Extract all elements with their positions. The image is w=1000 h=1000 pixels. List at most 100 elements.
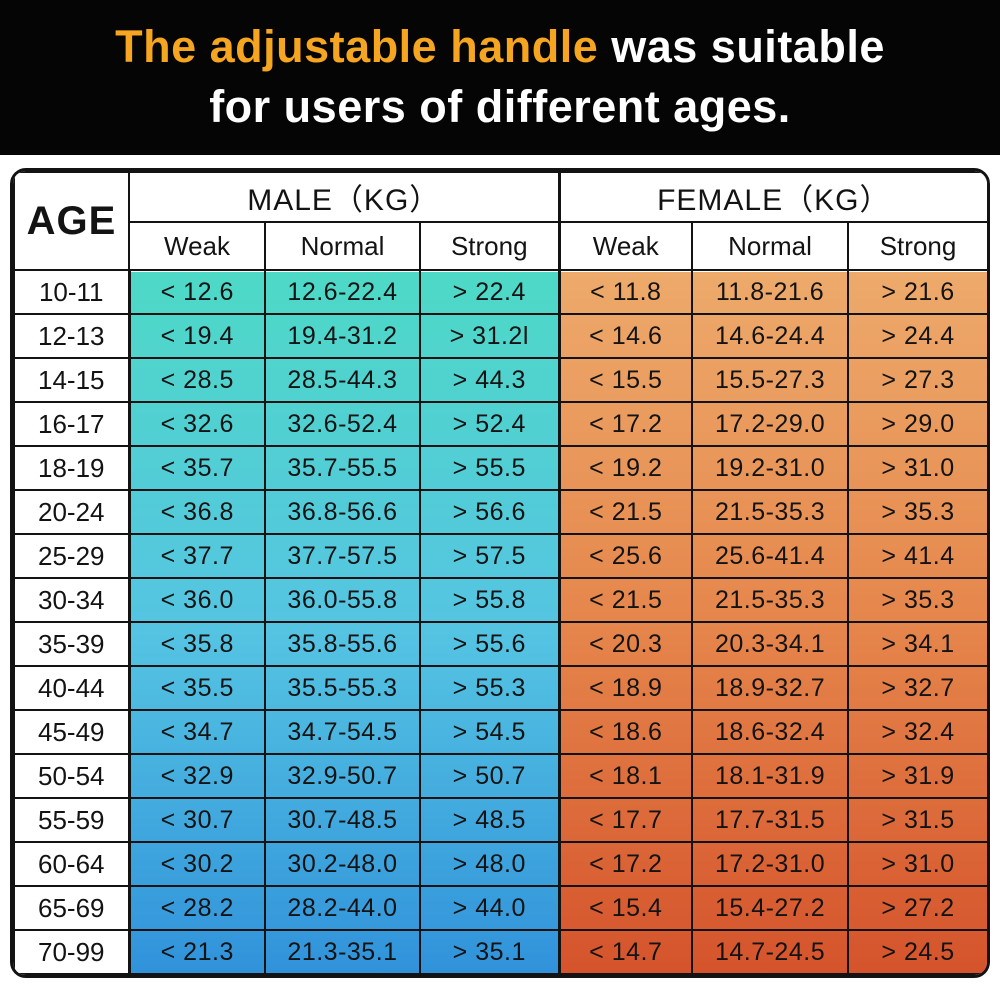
female-value-cell: < 14.6 [557, 313, 694, 359]
female-value-cell: 19.2-31.0 [691, 445, 850, 491]
title-line-2: for users of different ages. [209, 81, 791, 132]
male-value-cell: 35.8-55.6 [264, 621, 421, 667]
female-value-cell: > 29.0 [847, 401, 987, 447]
male-value-cell: < 34.7 [127, 709, 266, 755]
table-row: 60-64 < 30.2 30.2-48.0 > 48.0 < 17.2 17.2-31.… [13, 841, 987, 887]
table-header: AGE MALE（KG） FEMALE（KG） Weak Normal Stro… [13, 171, 987, 271]
male-value-cell: < 19.4 [127, 313, 266, 359]
age-cell: 50-54 [13, 753, 130, 799]
female-value-cell: > 35.3 [847, 577, 987, 623]
table-row: 16-17 < 32.6 32.6-52.4 > 52.4 < 17.2 17.2-29.… [13, 401, 987, 447]
female-value-cell: < 20.3 [557, 621, 694, 667]
female-value-cell: 20.3-34.1 [691, 621, 850, 667]
male-value-cell: > 56.6 [418, 489, 561, 535]
female-value-cell: 18.1-31.9 [691, 753, 850, 799]
male-value-cell: 35.5-55.3 [264, 665, 421, 711]
table-row: 55-59 < 30.7 30.7-48.5 > 48.5 < 17.7 17.7-31.… [13, 797, 987, 843]
female-value-cell: < 17.7 [557, 797, 694, 843]
sub-header-row: Weak Normal Strong Weak Normal Strong [14, 221, 987, 271]
table-row: 18-19 < 35.7 35.7-55.5 > 55.5 < 19.2 19.2-31.… [13, 445, 987, 491]
male-value-cell: < 32.9 [127, 753, 266, 799]
female-value-cell: < 11.8 [557, 269, 694, 315]
female-value-cell: > 32.7 [847, 665, 987, 711]
female-value-cell: < 21.5 [557, 577, 694, 623]
age-cell: 40-44 [13, 665, 130, 711]
male-value-cell: 30.2-48.0 [264, 841, 421, 887]
age-cell: 30-34 [13, 577, 130, 623]
title-highlight: The adjustable handle [115, 21, 599, 72]
female-value-cell: 11.8-21.6 [691, 269, 850, 315]
male-value-cell: > 52.4 [418, 401, 561, 447]
male-value-cell: 36.0-55.8 [264, 577, 421, 623]
age-cell: 12-13 [13, 313, 130, 359]
female-value-cell: > 31.0 [847, 841, 987, 887]
age-cell: 10-11 [13, 269, 130, 315]
male-value-cell: > 55.3 [418, 665, 561, 711]
table-row: 30-34 < 36.0 36.0-55.8 > 55.8 < 21.5 21.5-35.… [13, 577, 987, 623]
female-value-cell: > 34.1 [847, 621, 987, 667]
male-value-cell: < 36.0 [127, 577, 266, 623]
table-row: 70-99 < 21.3 21.3-35.1 > 35.1 < 14.7 14.7-24.… [13, 929, 987, 975]
male-value-cell: > 55.8 [418, 577, 561, 623]
age-cell: 20-24 [13, 489, 130, 535]
age-cell: 14-15 [13, 357, 130, 403]
table-row: 10-11 < 12.6 12.6-22.4 > 22.4 < 11.8 11.8-21.… [13, 269, 987, 315]
female-value-cell: < 18.6 [557, 709, 694, 755]
male-value-cell: 32.6-52.4 [264, 401, 421, 447]
female-value-cell: > 21.6 [847, 269, 987, 315]
male-value-cell: > 50.7 [418, 753, 561, 799]
male-value-cell: > 44.3 [418, 357, 561, 403]
male-value-cell: < 12.6 [127, 269, 266, 315]
male-value-cell: 12.6-22.4 [264, 269, 421, 315]
male-value-cell: > 35.1 [418, 929, 561, 975]
male-value-cell: 35.7-55.5 [264, 445, 421, 491]
female-value-cell: < 18.9 [557, 665, 694, 711]
male-value-cell: 30.7-48.5 [264, 797, 421, 843]
male-value-cell: > 55.5 [418, 445, 561, 491]
female-value-cell: 17.7-31.5 [691, 797, 850, 843]
female-value-cell: 18.6-32.4 [691, 709, 850, 755]
female-group-header: FEMALE（KG） [557, 171, 987, 223]
male-value-cell: > 48.0 [418, 841, 561, 887]
male-strong-header: Strong [418, 221, 561, 271]
female-value-cell: 14.7-24.5 [691, 929, 850, 975]
female-value-cell: < 19.2 [557, 445, 694, 491]
female-value-cell: > 31.0 [847, 445, 987, 491]
age-cell: 65-69 [13, 885, 130, 931]
table-row: 65-69 < 28.2 28.2-44.0 > 44.0 < 15.4 15.4-27.… [13, 885, 987, 931]
female-value-cell: < 15.5 [557, 357, 694, 403]
male-group-header: MALE（KG） [127, 171, 561, 223]
female-value-cell: < 17.2 [557, 841, 694, 887]
female-value-cell: 21.5-35.3 [691, 577, 850, 623]
male-value-cell: 28.5-44.3 [264, 357, 421, 403]
grip-strength-table: AGE MALE（KG） FEMALE（KG） Weak Normal Stro… [13, 171, 987, 975]
age-cell: 35-39 [13, 621, 130, 667]
title-line-1-rest: was suitable [598, 21, 885, 72]
male-value-cell: < 36.8 [127, 489, 266, 535]
male-value-cell: < 28.5 [127, 357, 266, 403]
title-line-1: The adjustable handle was suitable [0, 0, 1000, 77]
table-row: 40-44 < 35.5 35.5-55.3 > 55.3 < 18.9 18.9-32.… [13, 665, 987, 711]
female-value-cell: < 14.7 [557, 929, 694, 975]
female-value-cell: < 18.1 [557, 753, 694, 799]
age-cell: 55-59 [13, 797, 130, 843]
age-strength-table: AGE MALE（KG） FEMALE（KG） Weak Normal Stro… [10, 168, 990, 978]
table-row: 20-24 < 36.8 36.8-56.6 > 56.6 < 21.5 21.5-35.… [13, 489, 987, 535]
male-value-cell: 19.4-31.2 [264, 313, 421, 359]
male-value-cell: > 48.5 [418, 797, 561, 843]
female-value-cell: 25.6-41.4 [691, 533, 850, 579]
female-value-cell: 18.9-32.7 [691, 665, 850, 711]
male-value-cell: > 57.5 [418, 533, 561, 579]
female-value-cell: 14.6-24.4 [691, 313, 850, 359]
table-row: 14-15 < 28.5 28.5-44.3 > 44.3 < 15.5 15.5-27.… [13, 357, 987, 403]
male-weak-header: Weak [128, 221, 266, 271]
male-value-cell: > 44.0 [418, 885, 561, 931]
female-value-cell: 15.5-27.3 [691, 357, 850, 403]
group-header-row: AGE MALE（KG） FEMALE（KG） [13, 171, 987, 271]
female-value-cell: > 27.2 [847, 885, 987, 931]
female-normal-header: Normal [691, 221, 850, 271]
table-row: 12-13 < 19.4 19.4-31.2 > 31.2l < 14.6 14.6-24… [13, 313, 987, 359]
female-value-cell: > 35.3 [847, 489, 987, 535]
female-value-cell: < 21.5 [557, 489, 694, 535]
male-value-cell: > 54.5 [418, 709, 561, 755]
